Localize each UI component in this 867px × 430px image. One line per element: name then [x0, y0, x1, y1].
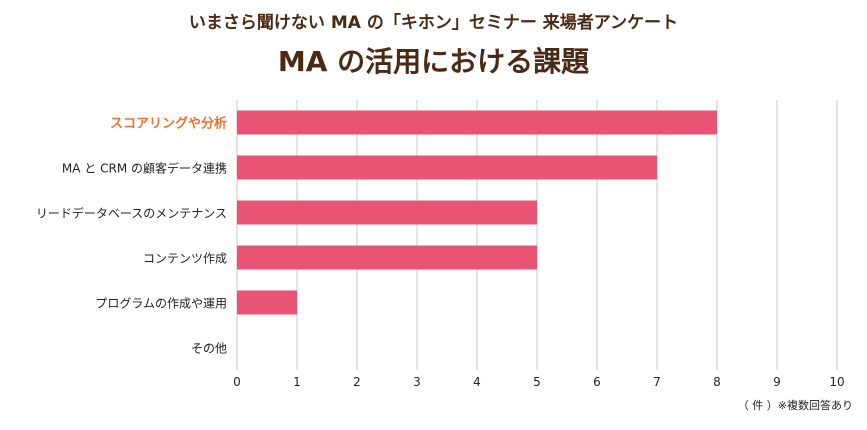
- bar: [237, 290, 297, 315]
- chart-title: MA の活用における課題: [277, 45, 590, 78]
- category-label: スコアリングや分析: [110, 116, 227, 132]
- x-tick-label: 6: [593, 375, 601, 389]
- category-label: コンテンツ作成: [143, 252, 227, 266]
- category-label: MA と CRM の顧客データ連携: [62, 161, 227, 176]
- x-tick-label: 9: [773, 375, 781, 389]
- bar: [237, 200, 537, 225]
- chart-subtitle: いまさら聞けない MA の「キホン」セミナー 来場者アンケート: [188, 13, 679, 33]
- x-tick-label: 7: [653, 375, 661, 389]
- x-tick-label: 4: [473, 375, 481, 389]
- bar: [237, 155, 657, 180]
- category-label: リードデータベースのメンテナンス: [36, 206, 227, 221]
- category-label: プログラムの作成や運用: [95, 297, 227, 311]
- x-tick-label: 10: [829, 375, 844, 389]
- unit-note: （ 件 ）※複数回答あり: [737, 399, 853, 412]
- x-tick-label: 3: [413, 375, 421, 389]
- x-tick-label: 5: [533, 375, 541, 389]
- category-label: その他: [191, 342, 227, 356]
- x-tick-label: 1: [293, 375, 301, 389]
- x-tick-label: 8: [713, 375, 721, 389]
- bar: [237, 110, 717, 135]
- bar: [237, 245, 537, 270]
- x-tick-label: 2: [353, 375, 361, 389]
- x-tick-label: 0: [233, 375, 241, 389]
